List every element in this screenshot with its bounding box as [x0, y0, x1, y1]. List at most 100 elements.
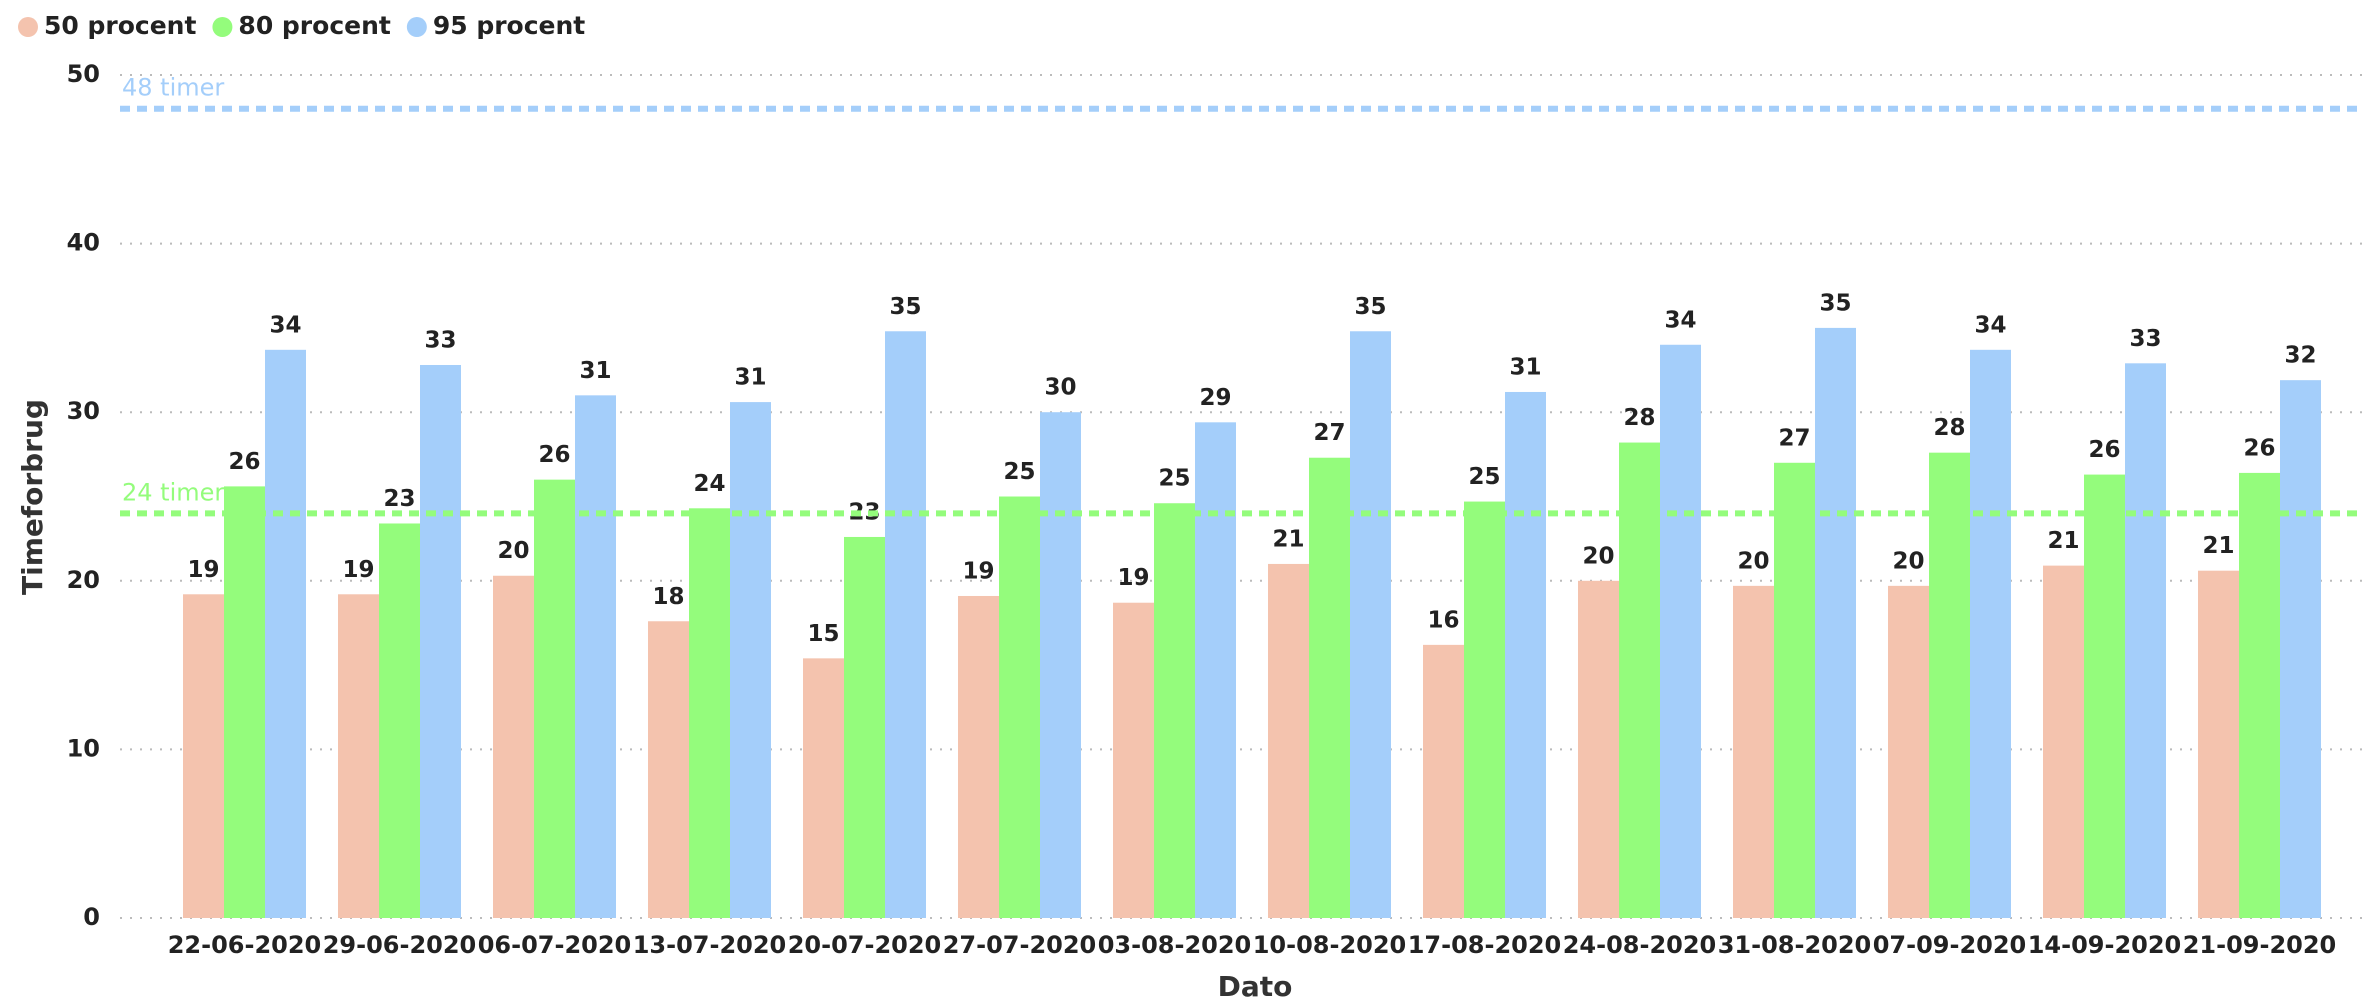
legend-label: 50 procent	[44, 11, 196, 40]
value-label: 21	[2047, 528, 2079, 554]
bar	[2280, 380, 2321, 918]
value-label: 35	[1819, 290, 1851, 316]
legend-swatch	[406, 17, 427, 37]
value-label: 26	[2088, 437, 2120, 463]
x-tick-label: 13-07-2020	[633, 931, 787, 959]
bar	[1195, 422, 1236, 918]
bar	[1154, 503, 1195, 918]
value-label: 30	[1044, 375, 1076, 401]
value-label: 23	[383, 486, 415, 512]
bar	[885, 331, 926, 919]
x-tick-label: 07-09-2020	[1873, 931, 2027, 959]
bar	[1113, 602, 1154, 918]
bar	[224, 486, 265, 918]
value-label: 25	[1468, 464, 1500, 490]
bar	[648, 621, 689, 918]
value-label: 19	[962, 558, 994, 584]
value-label: 28	[1623, 405, 1655, 431]
bar	[999, 496, 1040, 918]
value-label: 28	[1933, 415, 1965, 441]
value-label: 26	[228, 449, 260, 475]
bar	[1578, 580, 1619, 918]
x-tick-label: 21-09-2020	[2183, 931, 2337, 959]
x-tick-label: 29-06-2020	[323, 931, 477, 959]
value-label: 20	[497, 538, 529, 564]
x-tick-label: 17-08-2020	[1408, 931, 1562, 959]
y-tick-label: 0	[83, 903, 100, 931]
bar	[1040, 412, 1081, 918]
bar	[1774, 462, 1815, 918]
value-label: 18	[652, 584, 684, 610]
bar	[1619, 442, 1660, 918]
y-tick-label: 40	[67, 229, 100, 257]
bar	[844, 536, 885, 918]
y-tick-label: 10	[67, 734, 100, 762]
x-tick-label: 10-08-2020	[1253, 931, 1407, 959]
value-label: 32	[2284, 343, 2316, 369]
bar	[1929, 452, 1970, 918]
value-label: 26	[2243, 435, 2275, 461]
value-label: 33	[424, 327, 456, 353]
x-tick-label: 24-08-2020	[1563, 931, 1717, 959]
x-tick-label: 31-08-2020	[1718, 931, 1872, 959]
bar	[2198, 570, 2239, 918]
bar	[1733, 585, 1774, 918]
bar	[493, 575, 534, 918]
bar	[2125, 363, 2166, 918]
value-label: 25	[1158, 466, 1190, 492]
bar	[1268, 563, 1309, 918]
bar	[1309, 457, 1350, 918]
bar	[1815, 327, 1856, 918]
bar	[1505, 391, 1546, 918]
value-label: 33	[2129, 326, 2161, 352]
reference-label: 24 timer	[122, 478, 224, 506]
x-tick-label: 27-07-2020	[943, 931, 1097, 959]
bar	[265, 349, 306, 918]
x-tick-label: 14-09-2020	[2028, 931, 2182, 959]
bar	[338, 594, 379, 918]
value-label: 29	[1199, 385, 1231, 411]
value-label: 15	[807, 621, 839, 647]
bar	[730, 402, 771, 919]
value-label: 34	[1974, 312, 2006, 338]
bar	[2239, 472, 2280, 918]
value-label: 19	[1117, 565, 1149, 591]
y-axis-title: Timeforbrug	[16, 399, 49, 595]
value-label: 31	[579, 358, 611, 384]
bar	[689, 508, 730, 918]
value-label: 31	[1509, 354, 1541, 380]
value-label: 19	[342, 557, 374, 583]
bar	[803, 658, 844, 918]
value-label: 31	[734, 365, 766, 391]
x-tick-label: 06-07-2020	[478, 931, 632, 959]
value-label: 20	[1892, 548, 1924, 574]
bar	[1350, 331, 1391, 919]
value-label: 16	[1427, 607, 1459, 633]
y-tick-label: 30	[67, 397, 100, 425]
bar	[420, 364, 461, 918]
value-label: 34	[269, 312, 301, 338]
x-tick-label: 20-07-2020	[788, 931, 942, 959]
value-label: 25	[1003, 459, 1035, 485]
legend-label: 80 procent	[238, 11, 390, 40]
value-label: 34	[1664, 307, 1696, 333]
value-label: 26	[538, 442, 570, 468]
legend-swatch	[212, 17, 233, 37]
legend-swatch	[18, 17, 38, 37]
value-label: 35	[1354, 294, 1386, 320]
value-label: 19	[187, 557, 219, 583]
bar	[2084, 474, 2125, 918]
y-tick-label: 20	[67, 566, 100, 594]
bar	[1660, 344, 1701, 918]
value-label: 20	[1737, 548, 1769, 574]
value-label: 20	[1582, 543, 1614, 569]
bar	[1888, 585, 1929, 918]
bar	[1423, 644, 1464, 918]
bar	[183, 594, 224, 918]
value-label: 21	[2202, 533, 2234, 559]
reference-label: 48 timer	[122, 74, 224, 102]
value-label: 27	[1778, 425, 1810, 451]
x-axis-title: Dato	[1218, 970, 1293, 1003]
bar	[1970, 349, 2011, 918]
